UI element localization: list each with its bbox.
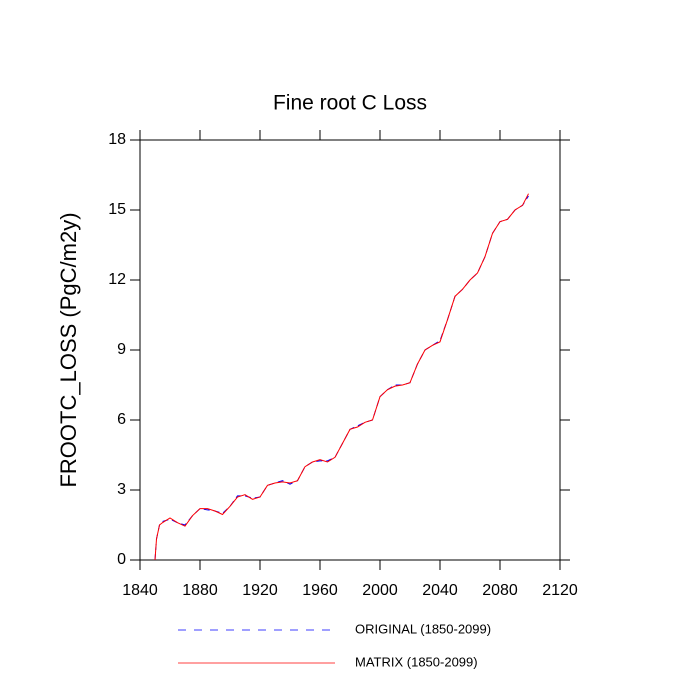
plot-frame — [139, 139, 561, 561]
y-tick-label: 9 — [117, 341, 126, 358]
x-tick-label: 2120 — [542, 582, 578, 599]
y-tick-label: 12 — [108, 271, 126, 288]
legend-label: ORIGINAL (1850-2099) — [355, 621, 491, 636]
x-tick-label: 2080 — [482, 582, 518, 599]
series-line — [154, 193, 529, 561]
x-tick-label: 1880 — [182, 582, 218, 599]
y-axis-label: FROOTC_LOSS (PgC/m2y) — [56, 212, 81, 487]
y-tick-label: 0 — [117, 551, 126, 568]
y-tick-label: 15 — [108, 201, 126, 218]
chart-title: Fine root C Loss — [273, 92, 427, 115]
x-tick-label: 1960 — [302, 582, 338, 599]
x-tick-label: 2040 — [422, 582, 458, 599]
y-tick-label: 6 — [117, 411, 126, 428]
legend-label: MATRIX (1850-2099) — [355, 654, 478, 669]
x-tick-label: 2000 — [362, 582, 398, 599]
x-tick-label: 1920 — [242, 582, 278, 599]
y-tick-label: 18 — [108, 131, 126, 148]
x-tick-label: 1840 — [122, 582, 158, 599]
series-line — [154, 195, 529, 561]
y-tick-label: 3 — [117, 481, 126, 498]
